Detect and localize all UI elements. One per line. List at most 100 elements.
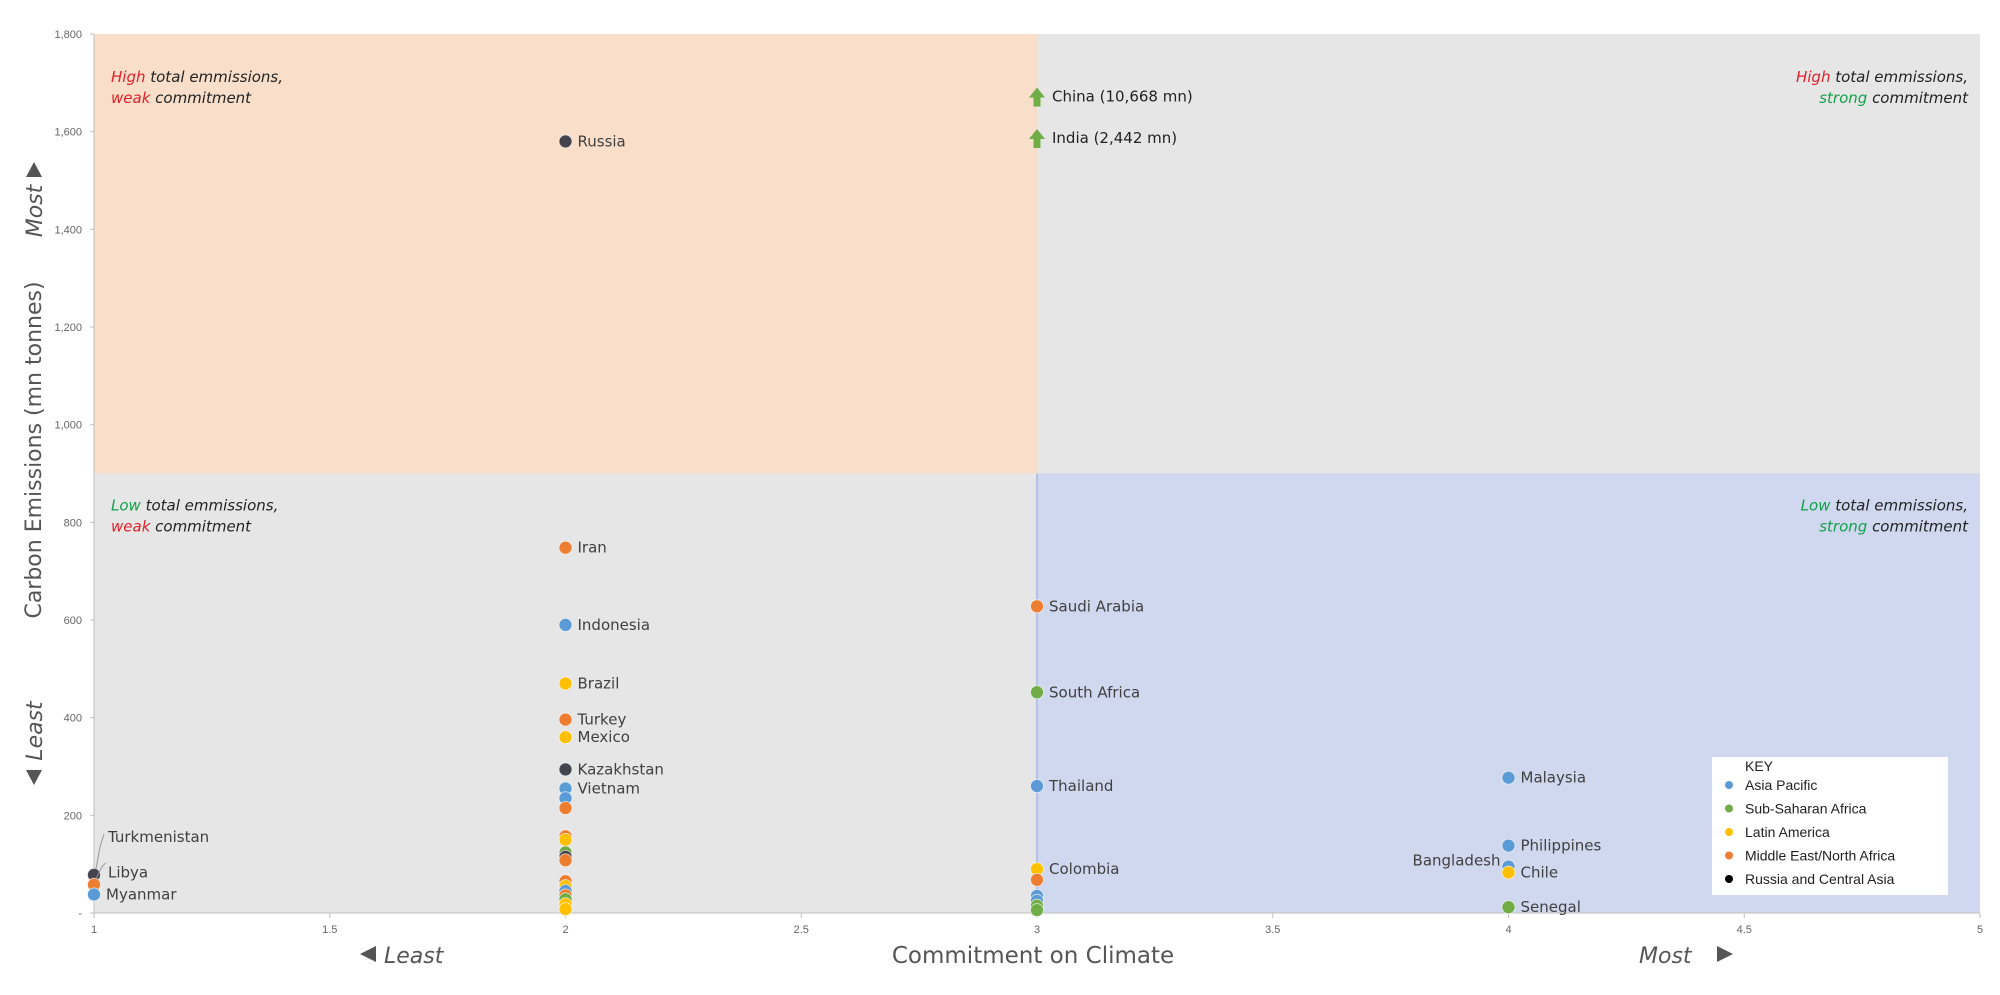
point-label: Myanmar [106, 885, 177, 903]
y-tick-label: 1,400 [54, 224, 82, 236]
data-point [1030, 903, 1044, 917]
offscale-label: India (2,442 mn) [1052, 129, 1177, 147]
point-label: Turkmenistan [107, 828, 209, 846]
data-point [1501, 838, 1516, 853]
legend: KEY Asia Pacific Sub-Saharan Africa Latin A… [1712, 757, 1948, 895]
data-points [87, 87, 1516, 917]
x-tick-label: 1.5 [322, 924, 337, 936]
point-label: Saudi Arabia [1049, 597, 1144, 615]
x-tick-label: 1 [91, 924, 97, 936]
point-label: Kazakhstan [578, 760, 664, 778]
right-arrow-icon [1717, 946, 1733, 962]
quadrant-lead-word: Low [111, 497, 142, 515]
legend-title: KEY [1745, 758, 1774, 774]
data-point [1501, 900, 1516, 915]
legend-marker [1725, 804, 1733, 813]
data-point [558, 134, 573, 149]
quadrant-lead-rest: total emmissions, [1830, 68, 1968, 86]
x-direction-left: Least [384, 944, 445, 969]
y-tick-label: 1,000 [54, 420, 82, 432]
x-tick-label: 4 [1505, 924, 1511, 936]
point-label: Brazil [578, 674, 620, 692]
down-arrow-icon [26, 770, 42, 785]
y-direction-top: Most [23, 183, 48, 237]
data-point [1030, 685, 1044, 700]
data-point [1030, 779, 1044, 793]
quadrant-bottom-right-line2: strong commitment [1819, 518, 1969, 536]
legend-marker [1725, 875, 1733, 883]
data-point [558, 676, 573, 691]
x-tick-label: 3.5 [1265, 924, 1280, 936]
legend-entry: Middle East/North Africa [1745, 848, 1895, 864]
point-label: Iran [578, 539, 607, 557]
point-label: South Africa [1049, 683, 1140, 701]
y-tick-label: 200 [64, 810, 82, 822]
quadrant-strength-word: weak [111, 89, 152, 107]
y-tick-label: 1,800 [54, 29, 82, 41]
quadrant-strength-word: strong [1819, 518, 1867, 536]
quadrant-bottom-right-line1: Low total emmissions, [1801, 497, 1968, 515]
point-label: Colombia [1049, 860, 1120, 878]
quadrant-bottom-left-line2: weak commitment [111, 518, 252, 536]
legend-entry: Russia and Central Asia [1745, 871, 1895, 887]
point-label: Chile [1521, 863, 1559, 881]
point-label: Libya [108, 864, 148, 882]
point-label: Russia [578, 132, 626, 150]
quadrant-top-right-line1: High total emmissions, [1796, 68, 1968, 86]
up-arrow-icon [26, 162, 42, 177]
point-label: Vietnam [578, 779, 641, 797]
data-point [87, 887, 101, 902]
data-point [558, 540, 573, 555]
x-tick-label: 2.5 [794, 924, 809, 936]
legend-entry: Asia Pacific [1745, 777, 1817, 793]
quadrant-strength-word: weak [111, 518, 152, 536]
point-label: Mexico [578, 728, 630, 746]
quadrant-backgrounds [94, 34, 1980, 913]
data-point [1030, 599, 1044, 614]
x-tick-label: 5 [1977, 924, 1983, 936]
axis-titles: Commitment on Climate Carbon Emissions (m… [22, 162, 1733, 969]
quadrant-top-left [94, 34, 1037, 474]
legend-marker [1725, 781, 1733, 789]
point-label: Indonesia [578, 616, 651, 634]
x-axis-title: Commitment on Climate [892, 943, 1174, 969]
quadrant-top-left-line2: weak commitment [111, 89, 252, 107]
quadrant-strength-word: strong [1819, 89, 1867, 107]
point-label: Thailand [1048, 777, 1113, 795]
data-point [558, 853, 573, 868]
quadrant-strength-rest: commitment [150, 518, 252, 536]
quadrant-lead-word: High [111, 68, 145, 86]
y-tick-label: 800 [64, 517, 82, 529]
offscale-arrow-icon [1029, 87, 1045, 107]
quadrant-top-right-line2: strong commitment [1819, 89, 1969, 107]
y-direction-bottom: Least [23, 700, 48, 761]
legend-entry: Sub-Saharan Africa [1745, 801, 1867, 817]
data-point [558, 832, 573, 847]
offscale-label: China (10,668 mn) [1052, 87, 1193, 105]
y-tick-label: 1,600 [54, 127, 82, 139]
quadrant-lead-rest: total emmissions, [145, 68, 283, 86]
quadrant-lead-word: High [1796, 68, 1830, 86]
quadrant-top-right [1037, 34, 1980, 474]
y-tick-label: 1,200 [54, 322, 82, 334]
data-point [558, 902, 573, 916]
data-point [558, 730, 573, 745]
point-label: Turkey [577, 711, 627, 729]
x-tick-label: 3 [1034, 924, 1040, 936]
y-axis-title: Carbon Emissions (mn tonnes) [22, 281, 47, 618]
quadrant-strength-rest: commitment [1867, 518, 1969, 536]
point-label: Malaysia [1521, 769, 1587, 787]
quadrant-strength-rest: commitment [1867, 89, 1969, 107]
data-point [558, 801, 573, 815]
legend-marker [1725, 828, 1733, 836]
quadrant-lead-rest: total emmissions, [1830, 497, 1968, 515]
legend-marker [1725, 851, 1733, 860]
quadrant-bottom-left-line1: Low total emmissions, [111, 497, 278, 515]
data-point [558, 712, 573, 727]
quadrant-top-left-line1: High total emmissions, [111, 68, 283, 86]
point-label: Senegal [1521, 898, 1581, 916]
quadrant-strength-rest: commitment [150, 89, 252, 107]
callout-line [95, 833, 105, 869]
x-tick-label: 4.5 [1737, 924, 1752, 936]
